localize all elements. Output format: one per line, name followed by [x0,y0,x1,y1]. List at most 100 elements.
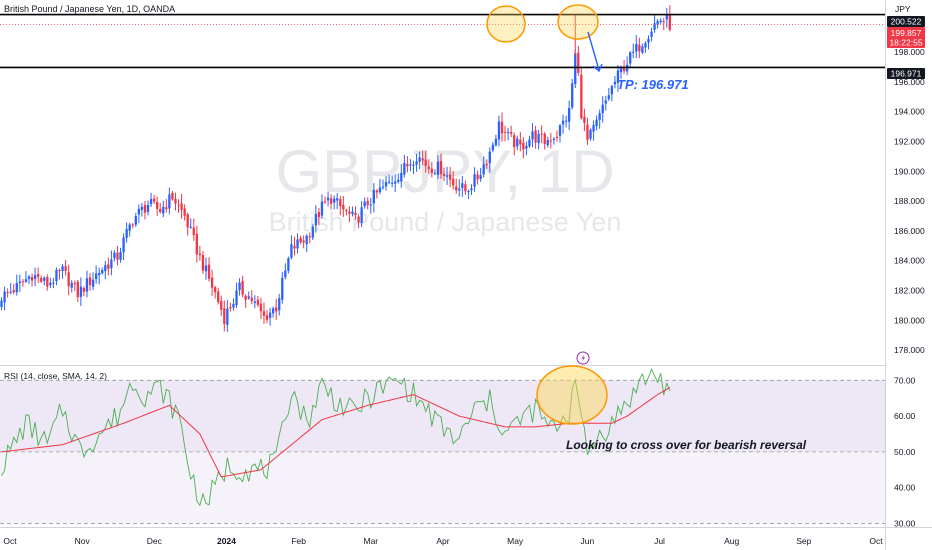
candle-body [354,213,357,215]
candle-body [418,157,421,162]
candle-body [558,125,562,136]
candle-body [305,235,308,245]
candle-body [595,119,598,127]
rsi-tick-label: 30.00 [894,518,916,528]
candle-body [610,86,614,95]
rsi-ma-line [1,387,671,478]
price-tick-label: 184.000 [894,256,925,266]
rsi-line [1,368,671,507]
candle-body [174,198,177,204]
candle-body [265,315,269,320]
candle-body [247,296,250,299]
candle-body [146,204,150,213]
candle-body [580,74,583,119]
candle-body [583,116,586,123]
resistance-badge [887,16,925,27]
candle-body [369,204,372,206]
time-tick-label: Mar [364,536,379,546]
candle-body [659,20,662,22]
candle-body [101,269,104,274]
rsi-note: Looking to cross over for bearish revers… [566,438,807,452]
candle-body [455,186,458,191]
time-tick-label: Dec [147,536,163,546]
candle-body [540,133,543,135]
candle-body [537,133,540,144]
candle-body [326,197,330,201]
candle-body [40,277,43,282]
candle-body [143,205,147,213]
candle-body [653,23,656,30]
target-label: TP: 196.971 [617,77,689,92]
candle-body [125,229,128,238]
candle-body [549,140,552,142]
time-tick-label: Sep [796,536,811,546]
first-top-highlight [486,5,526,43]
price-axis-ticks: 178.000 180.000 182.000 184.000 186.000 188.0… [894,47,925,355]
candle-body [415,161,418,165]
candle-body [311,226,314,238]
price-tick-label: 194.000 [894,107,925,117]
candle-body [458,188,461,191]
candle-body [293,245,296,249]
candle-body [390,182,394,184]
rsi-axis-ticks: 30.00 40.00 50.00 60.00 70.00 [894,375,916,528]
candle-body [213,287,217,293]
candle-body [592,125,595,132]
candle-body [21,281,25,283]
candle-body [268,312,272,318]
candle-body [290,244,293,258]
candle-body [140,206,144,210]
time-tick-label: May [507,536,524,546]
candle-body [342,204,345,210]
candle-body [567,107,571,122]
candle-body [632,51,635,53]
candle-body [433,173,437,175]
candle-body [571,83,574,108]
candle-body [223,308,226,324]
candle-body [3,291,6,303]
candle-body [58,269,61,272]
symbol-title[interactable]: British Pound / Japanese Yen, 1D, OANDA [4,4,175,14]
candle-body [394,181,397,184]
candle-body [329,198,333,204]
candle-body [476,174,479,180]
candle-body [348,211,351,214]
price-tick-label: 180.000 [894,315,925,325]
candle-body [165,207,168,210]
candle-body [217,291,220,303]
price-axis-background[interactable] [886,0,932,550]
candle-body [226,308,229,325]
candle-body [604,100,607,104]
candle-body [317,212,321,218]
time-tick-label: Aug [724,536,739,546]
price-tick-label: 188.000 [894,196,925,206]
candle-body [516,138,519,147]
candle-body [531,131,534,140]
candle-body [43,277,46,281]
candle-body [244,295,247,300]
candle-body [55,269,58,282]
candle-body [363,201,366,207]
candle-body [360,207,363,223]
rsi-layer [1,368,671,507]
candle-body [27,276,31,279]
candle-body [116,252,119,260]
time-tick-label: Feb [291,536,306,546]
candle-body [421,158,424,161]
last-price-badge [887,27,925,48]
candle-body [439,161,443,175]
candle-body [250,297,253,302]
rsi-tick-label: 50.00 [894,447,916,457]
candle-body [436,161,440,175]
rsi-tick-label: 40.00 [894,483,916,493]
candle-body [110,259,113,269]
rsi-title[interactable]: RSI (14, close, SMA, 14, 2) [4,371,107,381]
candle-body [308,236,311,238]
candle-body [149,199,153,205]
candle-body [201,255,205,271]
candle-body [299,237,302,243]
candle-body [564,120,568,122]
candle-body [351,211,354,214]
candle-body [46,277,49,287]
